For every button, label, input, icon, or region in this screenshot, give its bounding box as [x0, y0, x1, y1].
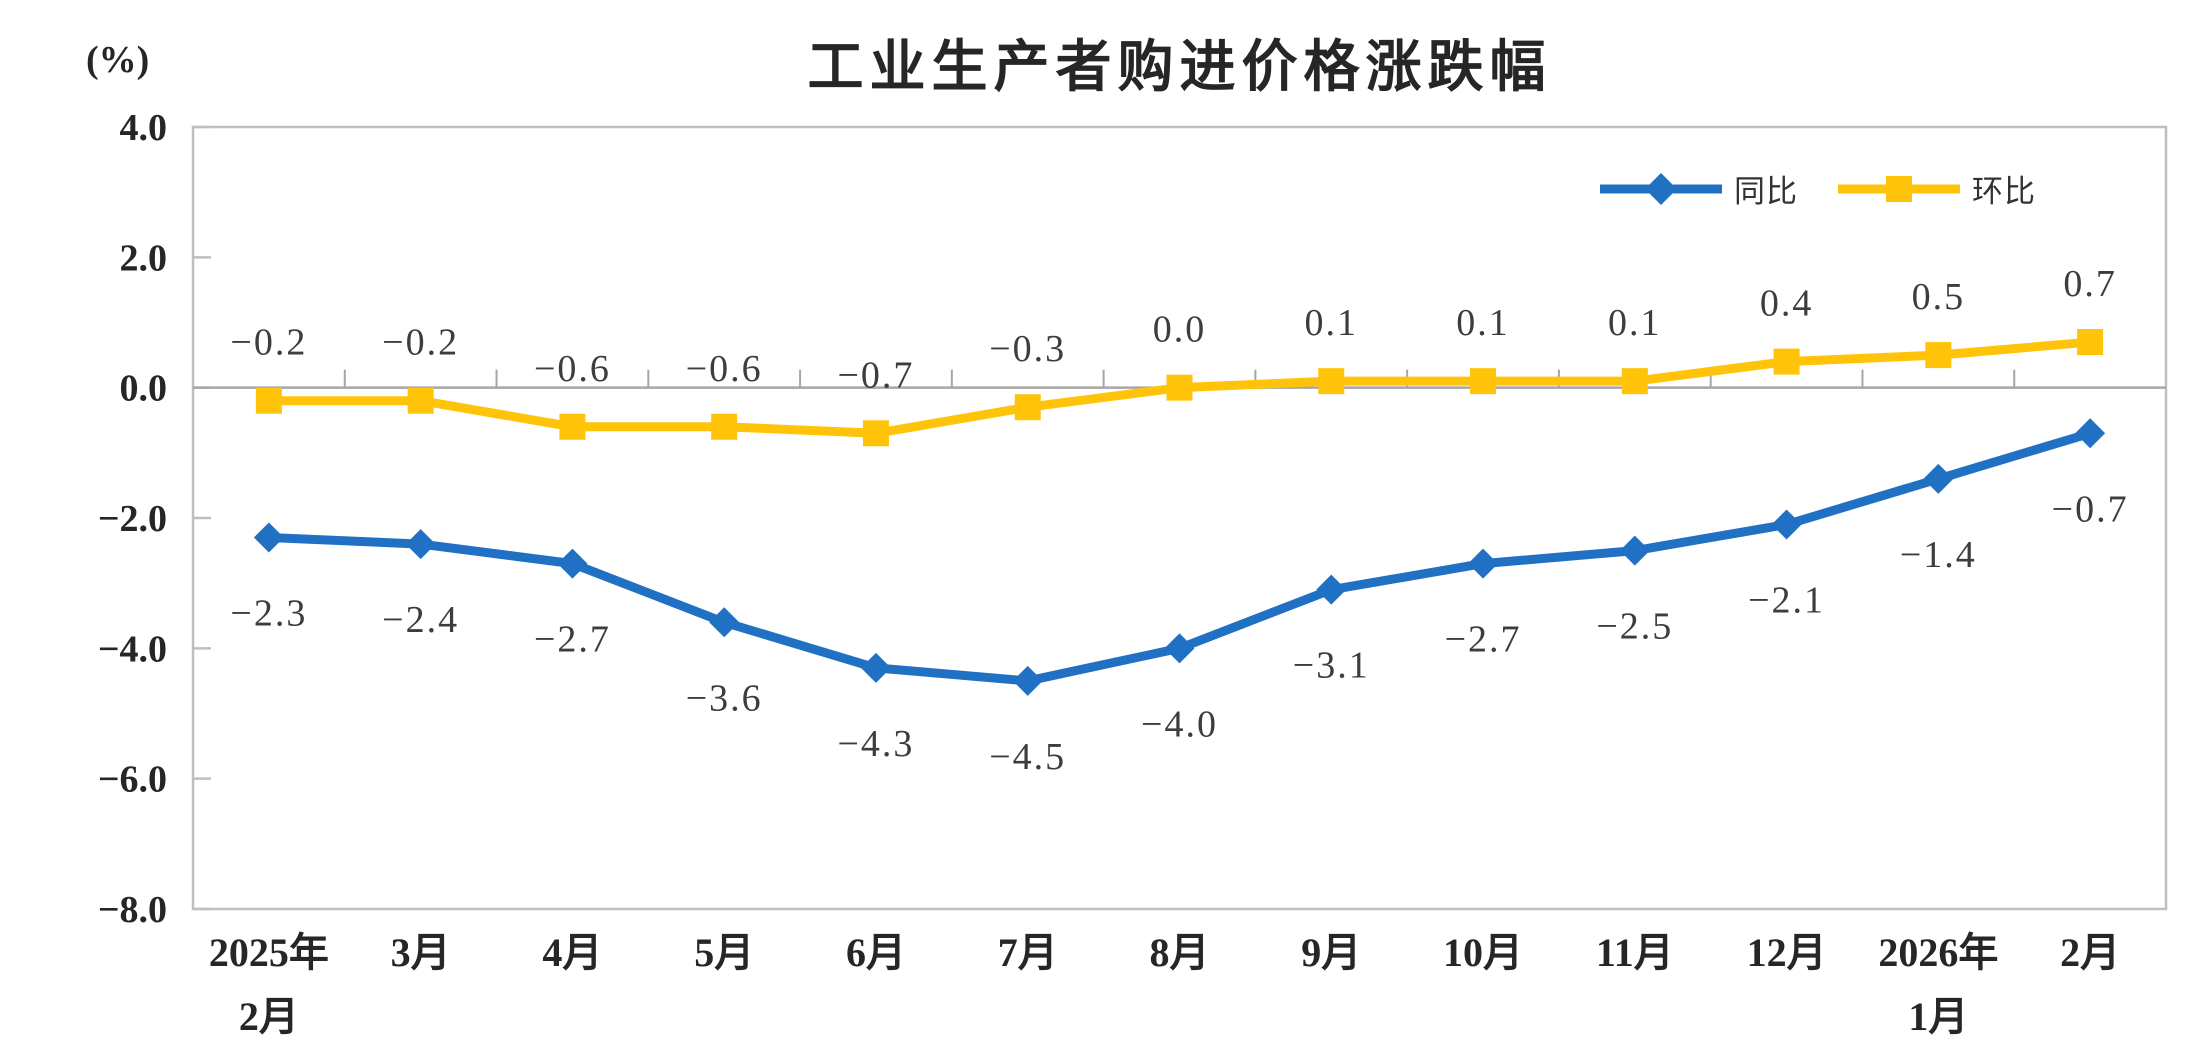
- data-label: −3.6: [686, 677, 763, 719]
- y-axis-tick-label: 4.0: [120, 107, 168, 149]
- diamond-marker: [860, 652, 891, 683]
- data-label: −0.2: [382, 322, 459, 364]
- diamond-marker: [1923, 463, 1954, 494]
- x-axis-label: 4月: [542, 930, 602, 975]
- chart-title: 工业生产者购进价格涨跌幅: [807, 37, 1552, 99]
- x-axis-label: 11月: [1596, 930, 1674, 975]
- data-label: −4.3: [837, 723, 914, 765]
- square-marker: [559, 413, 586, 440]
- y-axis-tick-label: −8.0: [98, 889, 167, 931]
- x-axis-label: 7月: [998, 930, 1058, 975]
- y-axis-tick-label: −4.0: [98, 628, 167, 670]
- square-marker: [1925, 342, 1952, 369]
- data-label: −1.4: [1900, 534, 1977, 576]
- legend-label-mom: 环比: [1972, 174, 2036, 209]
- data-label: 0.0: [1153, 309, 1207, 351]
- square-marker: [1166, 374, 1193, 401]
- diamond-marker: [2075, 418, 2106, 449]
- diamond-marker: [405, 529, 436, 560]
- diamond-marker: [1619, 535, 1650, 566]
- square-marker: [255, 387, 282, 414]
- x-axis-label: 8月: [1150, 930, 1210, 975]
- y-axis-tick-label: −2.0: [98, 498, 167, 540]
- legend-item-mom: 环比: [1836, 166, 2036, 211]
- square-marker: [1470, 368, 1497, 395]
- x-axis-label: 2025年: [209, 930, 329, 975]
- data-label: −4.0: [1141, 703, 1218, 745]
- square-marker: [1773, 348, 1800, 375]
- x-axis-label: 1月: [1908, 994, 1968, 1039]
- x-axis-label: 5月: [694, 930, 754, 975]
- diamond-marker: [1164, 633, 1195, 664]
- data-label: −0.3: [989, 328, 1066, 370]
- legend-label-yoy: 同比: [1734, 174, 1798, 209]
- x-axis-label: 10月: [1443, 930, 1523, 975]
- data-label: −0.2: [230, 322, 307, 364]
- x-axis-label: 2月: [2060, 930, 2120, 975]
- diamond-marker: [557, 548, 588, 579]
- diamond-marker: [1316, 574, 1347, 605]
- y-axis-tick-label: 2.0: [120, 237, 168, 279]
- data-label: −0.6: [534, 348, 611, 390]
- y-axis-unit-label: (%): [86, 39, 150, 81]
- x-axis-label: 6月: [846, 930, 906, 975]
- yoy-line-marker-icon: [1600, 172, 1722, 205]
- data-label: 0.1: [1456, 302, 1510, 344]
- data-label: 0.4: [1760, 283, 1814, 325]
- data-label: 0.1: [1305, 302, 1359, 344]
- data-label: −2.4: [382, 599, 459, 641]
- diamond-marker: [709, 607, 740, 638]
- square-marker: [1621, 368, 1648, 395]
- diamond-marker: [1012, 665, 1043, 696]
- square-marker: [711, 413, 738, 440]
- square-marker: [407, 387, 434, 414]
- diamond-marker: [1771, 509, 1802, 540]
- x-axis-label: 3月: [391, 930, 451, 975]
- x-axis-label: 2月: [239, 994, 299, 1039]
- square-marker: [862, 420, 889, 447]
- data-label: −0.7: [837, 354, 914, 396]
- data-label: −2.1: [1748, 580, 1825, 622]
- x-axis-label: 9月: [1301, 930, 1361, 975]
- y-axis-tick-label: 0.0: [120, 368, 168, 410]
- plot-border: [191, 125, 2168, 911]
- diamond-marker: [1468, 548, 1499, 579]
- data-label: −0.6: [686, 348, 763, 390]
- data-label: −2.7: [534, 619, 611, 661]
- square-marker: [1318, 368, 1345, 395]
- x-axis-label: 2026年: [1878, 930, 1998, 975]
- square-marker: [1014, 394, 1041, 421]
- data-label: −0.7: [2052, 488, 2129, 530]
- legend: 同比 环比: [1598, 166, 2036, 211]
- data-label: −4.5: [989, 736, 1066, 778]
- y-axis-tick-label: −6.0: [98, 759, 167, 801]
- legend-item-yoy: 同比: [1598, 166, 1798, 211]
- data-label: 0.5: [1912, 276, 1966, 318]
- data-label: −2.3: [230, 593, 307, 635]
- data-label: −2.5: [1596, 606, 1673, 648]
- data-label: −2.7: [1445, 619, 1522, 661]
- data-label: 0.7: [2063, 263, 2117, 305]
- x-axis-label: 12月: [1747, 930, 1827, 975]
- mom-line-marker-icon: [1838, 175, 1960, 202]
- data-label: −3.1: [1293, 645, 1370, 687]
- data-label: 0.1: [1608, 302, 1662, 344]
- square-marker: [2077, 329, 2104, 356]
- diamond-marker: [253, 522, 284, 553]
